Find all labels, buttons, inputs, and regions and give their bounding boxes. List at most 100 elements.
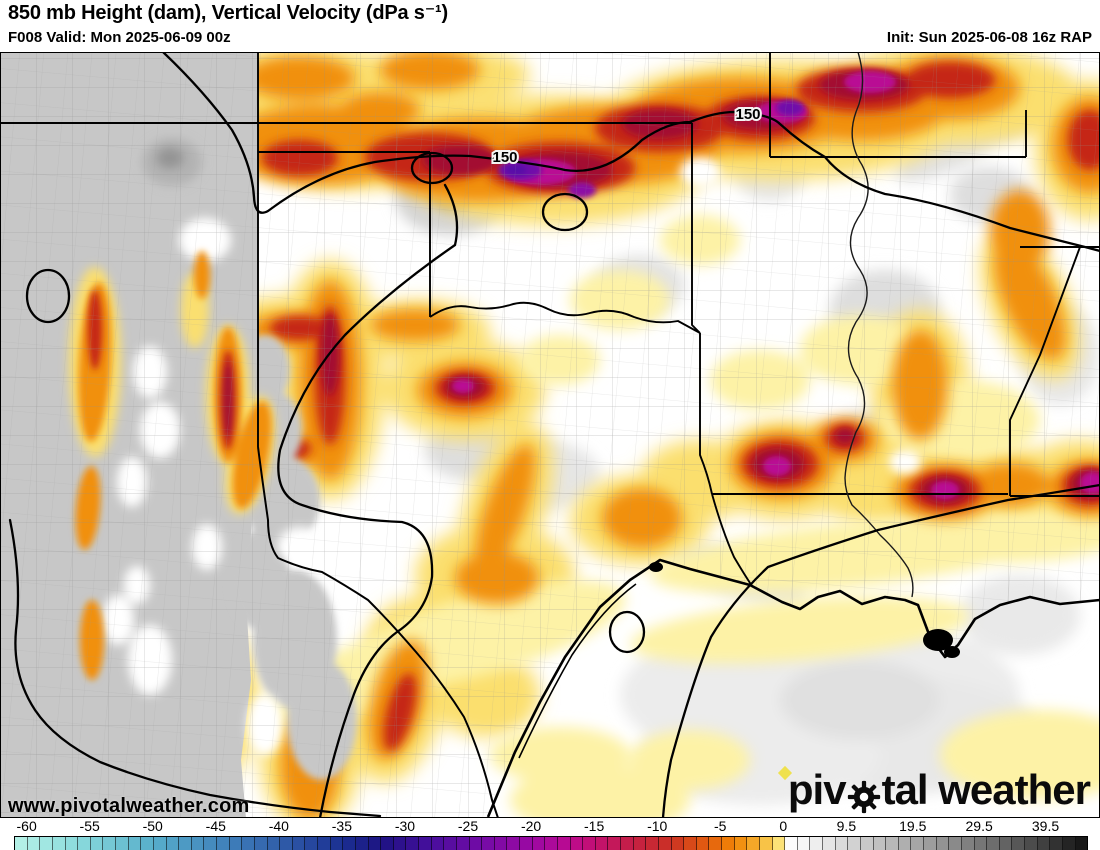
mississippi-river bbox=[844, 52, 914, 598]
logo-text-piv: piv bbox=[787, 766, 847, 813]
colorbar-cell bbox=[583, 837, 596, 850]
colorbar-cell bbox=[116, 837, 129, 850]
colorbar-cell bbox=[456, 837, 470, 850]
colorbar-cell bbox=[684, 837, 697, 850]
colorbar-cell bbox=[229, 837, 243, 850]
colorbar-tick-label: -60 bbox=[16, 818, 37, 834]
colorbar-cell bbox=[482, 837, 495, 850]
colorbar-cell bbox=[507, 837, 520, 850]
colorbar-cell bbox=[204, 837, 217, 850]
colorbar-cell bbox=[141, 837, 154, 850]
colorbar-tick-label: -50 bbox=[142, 818, 163, 834]
colorbar-cell bbox=[734, 837, 748, 850]
colorbar-cell bbox=[911, 837, 924, 850]
colorbar-tick-label: -15 bbox=[584, 818, 605, 834]
colorbar-tick-label: -45 bbox=[205, 818, 226, 834]
height-contours bbox=[8, 52, 1100, 818]
colorbar-cell bbox=[595, 837, 609, 850]
colorbar-tick-label: -55 bbox=[79, 818, 100, 834]
colorbar-cell bbox=[823, 837, 836, 850]
colorbar-tick-labels: -60 -55 -50 -45 -40 -35 -30 -25 -20 -15 -10 -5 0 9.5 1… bbox=[0, 818, 1100, 835]
colorbar-cell bbox=[419, 837, 432, 850]
contour-label: 150 bbox=[735, 106, 760, 123]
colorbar-cell bbox=[961, 837, 975, 850]
colorbar-cell bbox=[280, 837, 293, 850]
colorbar-cell bbox=[343, 837, 356, 850]
colorbar-cell bbox=[179, 837, 192, 850]
colorbar-cell bbox=[848, 837, 861, 850]
gear-icon bbox=[847, 776, 881, 814]
colorbar-cell bbox=[898, 837, 912, 850]
colorbar-cell bbox=[368, 837, 382, 850]
colorbar-cell bbox=[191, 837, 205, 850]
colorbar-cell bbox=[15, 837, 28, 850]
colorbar-cell bbox=[886, 837, 899, 850]
colorbar-cell bbox=[40, 837, 53, 850]
colorbar-tick-label: 0 bbox=[779, 818, 788, 834]
colorbar-cell bbox=[330, 837, 344, 850]
colorbar bbox=[14, 836, 1088, 850]
colorbar-cell bbox=[90, 837, 104, 850]
colorbar-cell bbox=[1012, 837, 1025, 850]
colorbar-tick-label: -10 bbox=[647, 818, 668, 834]
colorbar-cell bbox=[570, 837, 584, 850]
colorbar-cell bbox=[52, 837, 66, 850]
contour-label: 150 bbox=[492, 149, 517, 166]
colorbar-tick-label: -30 bbox=[394, 818, 416, 834]
colorbar-tick-label: 39.5 bbox=[1031, 818, 1060, 834]
colorbar-cell bbox=[772, 837, 786, 850]
pivotal-weather-logo: piv tal weather bbox=[777, 765, 1091, 814]
colorbar-cell bbox=[759, 837, 773, 850]
mississippi-delta bbox=[923, 629, 953, 651]
colorbar-cell bbox=[936, 837, 950, 850]
colorbar-cell bbox=[860, 837, 874, 850]
watermark-url: www.pivotalweather.com bbox=[8, 795, 250, 817]
colorbar-cell bbox=[153, 837, 167, 850]
colorbar-cell bbox=[696, 837, 710, 850]
colorbar-cell bbox=[27, 837, 41, 850]
colorbar-cell bbox=[924, 837, 937, 850]
colorbar-cell bbox=[949, 837, 962, 850]
colorbar-cell bbox=[1050, 837, 1063, 850]
colorbar-cell bbox=[646, 837, 659, 850]
contour-labels: 150 150 bbox=[490, 104, 762, 168]
colorbar-tick-label: 29.5 bbox=[965, 818, 993, 834]
coastline bbox=[486, 558, 1100, 818]
colorbar-cell bbox=[406, 837, 419, 850]
colorbar-cell bbox=[65, 837, 79, 850]
colorbar-cell bbox=[103, 837, 116, 850]
colorbar-cell bbox=[747, 837, 760, 850]
colorbar-cell bbox=[217, 837, 230, 850]
page-title: 850 mb Height (dam), Vertical Velocity (… bbox=[8, 2, 448, 24]
map-canvas[interactable]: 150 150 bbox=[0, 52, 1100, 818]
state-borders bbox=[0, 52, 1100, 587]
colorbar-cell bbox=[785, 837, 798, 850]
colorbar-cell bbox=[1025, 837, 1038, 850]
colorbar-cell bbox=[494, 837, 508, 850]
valid-time-label: F008 Valid: Mon 2025-06-09 00z bbox=[8, 29, 231, 46]
colorbar-cell bbox=[633, 837, 647, 850]
colorbar-cell bbox=[78, 837, 91, 850]
colorbar-cell bbox=[242, 837, 255, 850]
colorbar-cell bbox=[292, 837, 306, 850]
colorbar-cell bbox=[355, 837, 369, 850]
colorbar-tick-label: -20 bbox=[520, 818, 542, 834]
colorbar-cell bbox=[621, 837, 634, 850]
colorbar-cell bbox=[810, 837, 823, 850]
colorbar-cell bbox=[974, 837, 988, 850]
colorbar-cell bbox=[709, 837, 722, 850]
colorbar-cell bbox=[658, 837, 672, 850]
colorbar-cell bbox=[797, 837, 811, 850]
colorbar-cell bbox=[1037, 837, 1051, 850]
header: 850 mb Height (dam), Vertical Velocity (… bbox=[0, 0, 1100, 52]
colorbar-cell bbox=[532, 837, 546, 850]
colorbar-cell bbox=[381, 837, 394, 850]
colorbar-cell bbox=[444, 837, 457, 850]
colorbar-cell bbox=[393, 837, 407, 850]
logo-text-tal: tal bbox=[881, 766, 929, 813]
colorbar-cell bbox=[431, 837, 445, 850]
colorbar-cell bbox=[545, 837, 558, 850]
colorbar-cell bbox=[557, 837, 571, 850]
rio-grande-river bbox=[257, 446, 499, 818]
colorbar-cell bbox=[305, 837, 318, 850]
